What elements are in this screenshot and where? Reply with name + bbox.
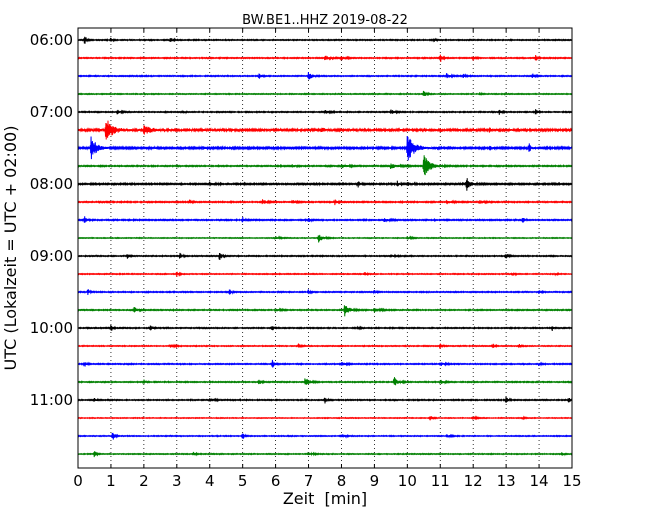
x-tick-label: 11 xyxy=(431,472,450,490)
plot-frame xyxy=(77,27,573,469)
trace-06:00 xyxy=(77,36,573,44)
chart-title: BW.BE1..HHZ 2019-08-22 xyxy=(242,13,408,28)
trace-07:15 xyxy=(77,120,573,140)
x-tick-label: 3 xyxy=(172,472,182,490)
trace-06:15 xyxy=(77,54,573,62)
x-tick-label: 12 xyxy=(464,472,483,490)
trace-10:45 xyxy=(77,377,573,386)
y-tick-label: 08:00 xyxy=(30,175,73,193)
x-tick-label: 1 xyxy=(106,472,116,490)
trace-09:00 xyxy=(77,252,573,261)
trace-09:15 xyxy=(77,271,573,277)
x-tick-label: 14 xyxy=(530,472,549,490)
trace-06:45 xyxy=(77,90,573,97)
x-tick-label: 4 xyxy=(205,472,215,490)
x-tick-label: 15 xyxy=(562,472,581,490)
seismogram-traces xyxy=(77,36,573,458)
trace-11:30 xyxy=(77,432,573,440)
x-tick-label: 9 xyxy=(370,472,380,490)
x-tick-label: 5 xyxy=(238,472,248,490)
y-tick-label: 10:00 xyxy=(30,319,73,337)
y-tick-label: 07:00 xyxy=(30,103,73,121)
x-axis-ticks: 0 1 2 3 4 5 6 7 8 9 10 11 12 13 14 15 xyxy=(73,28,582,490)
x-tick-label: 10 xyxy=(398,472,417,490)
x-tick-label: 8 xyxy=(337,472,347,490)
y-tick-label: 06:00 xyxy=(30,31,73,49)
x-tick-label: 6 xyxy=(271,472,281,490)
trace-07:45 xyxy=(77,155,573,176)
trace-10:15 xyxy=(77,343,573,349)
x-axis-label: Zeit [min] xyxy=(283,489,367,508)
trace-06:30 xyxy=(77,71,573,80)
trace-07:00 xyxy=(77,109,573,115)
trace-11:15 xyxy=(77,415,573,421)
trace-11:00 xyxy=(77,396,573,404)
x-tick-label: 2 xyxy=(139,472,149,490)
trace-11:45 xyxy=(77,451,573,458)
trace-08:15 xyxy=(77,199,573,206)
trace-08:45 xyxy=(77,234,573,243)
trace-08:00 xyxy=(77,178,573,191)
trace-09:45 xyxy=(77,305,573,317)
x-tick-label: 0 xyxy=(73,472,83,490)
trace-10:30 xyxy=(77,359,573,368)
y-axis-label: UTC (Lokalzeit = UTC + 02:00) xyxy=(1,126,20,371)
trace-07:30 xyxy=(77,135,573,161)
trace-09:30 xyxy=(77,289,573,295)
trace-10:00 xyxy=(77,324,573,331)
y-tick-label: 09:00 xyxy=(30,247,73,265)
trace-08:30 xyxy=(77,216,573,223)
x-tick-label: 7 xyxy=(304,472,314,490)
y-axis-ticks: 06:00 07:00 08:00 09:00 10:00 11:00 xyxy=(30,31,572,409)
vertical-grid xyxy=(110,28,540,468)
x-tick-label: 13 xyxy=(497,472,516,490)
y-tick-label: 11:00 xyxy=(30,391,73,409)
